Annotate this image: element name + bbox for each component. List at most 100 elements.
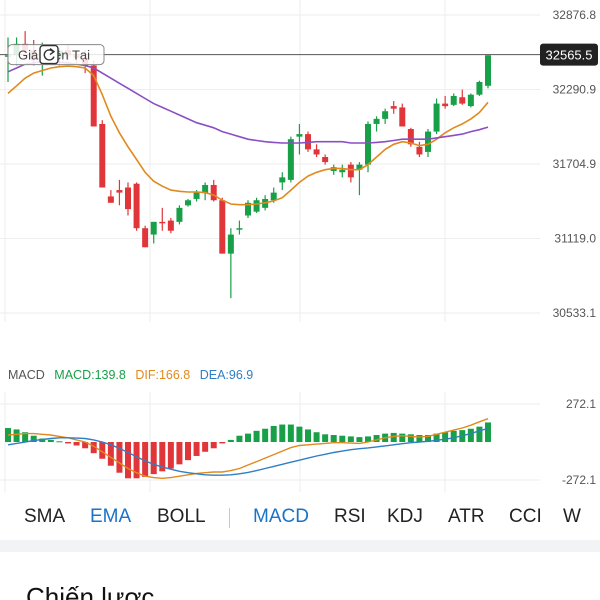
- macd-upper-label: 272.1: [566, 397, 596, 411]
- refresh-icon[interactable]: [39, 44, 59, 65]
- candle-body: [270, 192, 277, 201]
- candle-body: [287, 139, 294, 180]
- candle: [116, 179, 123, 206]
- macd-histogram-bar: [279, 424, 286, 442]
- price-chart[interactable]: 32876.832290.931704.931119.030533.105-17…: [0, 0, 600, 330]
- candle: [296, 123, 303, 155]
- candle-body: [425, 131, 431, 152]
- macd-histogram-bar: [167, 442, 174, 469]
- candle: [416, 141, 423, 158]
- macd-histogram-bar: [407, 434, 414, 442]
- candle: [322, 154, 329, 165]
- macd-histogram-bar: [442, 432, 449, 442]
- tab-macd[interactable]: MACD: [253, 506, 309, 527]
- tab-boll[interactable]: BOLL: [157, 506, 206, 527]
- candle: [442, 95, 449, 109]
- candle-body: [125, 187, 131, 210]
- macd-lower-label: -272.1: [562, 473, 596, 487]
- candle-body: [219, 200, 226, 254]
- indicator-tabs: SMA EMA BOLL MACD RSI KDJ ATR CCI W: [0, 500, 600, 534]
- macd-histogram-bar: [313, 432, 320, 442]
- macd-histogram-bar: [142, 442, 149, 477]
- macd-chart[interactable]: 272.1 -272.1: [0, 392, 600, 492]
- macd-histogram-bar: [262, 428, 269, 442]
- tab-rsi[interactable]: RSI: [334, 506, 366, 527]
- candle-body: [227, 234, 234, 254]
- candle: [382, 108, 389, 124]
- candle: [450, 93, 457, 107]
- macd-value: MACD:139.8: [54, 368, 126, 382]
- candle-body: [202, 184, 209, 193]
- candle: [107, 190, 114, 203]
- strategy-card: Chiến lược: [0, 552, 600, 600]
- candle-body: [279, 177, 286, 183]
- macd-histogram-bar: [253, 430, 260, 442]
- candle: [202, 182, 209, 201]
- candle-body: [347, 164, 354, 178]
- tab-ema[interactable]: EMA: [90, 506, 132, 527]
- tab-divider: [229, 508, 230, 528]
- tab-atr[interactable]: ATR: [448, 506, 485, 527]
- candle: [347, 162, 354, 183]
- y-tick-label: 32290.9: [553, 82, 597, 96]
- candle-body: [356, 164, 363, 170]
- candle: [339, 164, 346, 178]
- candle-body: [142, 228, 149, 248]
- macd-histogram-bar: [322, 434, 329, 442]
- candle-body: [193, 192, 200, 199]
- macd-histogram-bar: [210, 442, 217, 449]
- macd-histogram-bar: [5, 428, 11, 442]
- candle: [159, 207, 166, 231]
- y-tick-label: 32876.8: [553, 8, 597, 22]
- macd-histogram-bar: [22, 432, 29, 442]
- dea-value: DEA:96.9: [199, 368, 254, 382]
- candle: [476, 80, 483, 96]
- tab-kdj[interactable]: KDJ: [387, 506, 423, 527]
- macd-histogram-bar: [330, 435, 337, 442]
- candle: [90, 60, 97, 127]
- candle: [330, 164, 337, 175]
- candle-body: [416, 146, 423, 155]
- macd-histogram-bar: [202, 442, 209, 452]
- candle-body: [485, 55, 491, 86]
- candle: [373, 116, 380, 132]
- candle: [245, 200, 251, 219]
- macd-histogram-bar: [305, 429, 311, 442]
- candle-body: [382, 111, 389, 119]
- macd-histogram-bar: [390, 432, 397, 442]
- candle-body: [236, 228, 243, 230]
- candle: [425, 129, 431, 158]
- candle: [236, 220, 243, 235]
- tab-w[interactable]: W: [563, 506, 581, 527]
- macd-histogram-bar: [133, 442, 140, 479]
- macd-histogram-bar: [399, 433, 406, 442]
- candle-body: [167, 220, 174, 231]
- macd-histogram-bar: [30, 435, 37, 442]
- candle-body: [399, 107, 406, 127]
- macd-legend: MACD MACD:139.8 DIF:166.8 DEA:96.9: [8, 368, 259, 382]
- macd-histogram-bar: [467, 428, 474, 442]
- candle-body: [476, 81, 483, 95]
- macd-histogram-bar: [193, 442, 200, 456]
- candle-body: [365, 123, 371, 165]
- macd-histogram-bar: [373, 435, 380, 442]
- candle-body: [245, 202, 251, 216]
- section-gap: [0, 540, 600, 552]
- candle: [150, 221, 157, 244]
- dif-line: [7, 418, 489, 480]
- macd-histogram-bar: [347, 436, 354, 442]
- macd-histogram-bar: [433, 433, 440, 442]
- moving-average-line: [7, 60, 489, 144]
- candle: [125, 182, 131, 216]
- macd-histogram-bar: [90, 442, 97, 454]
- tab-sma[interactable]: SMA: [24, 506, 66, 527]
- candle: [133, 182, 140, 231]
- macd-histogram-bar: [65, 442, 71, 444]
- candle: [253, 197, 260, 213]
- candle: [467, 93, 474, 108]
- candle: [399, 103, 406, 127]
- tab-cci[interactable]: CCI: [509, 506, 542, 527]
- macd-histogram-bar: [39, 438, 46, 442]
- macd-histogram-bar: [236, 435, 243, 442]
- candle: [99, 120, 106, 188]
